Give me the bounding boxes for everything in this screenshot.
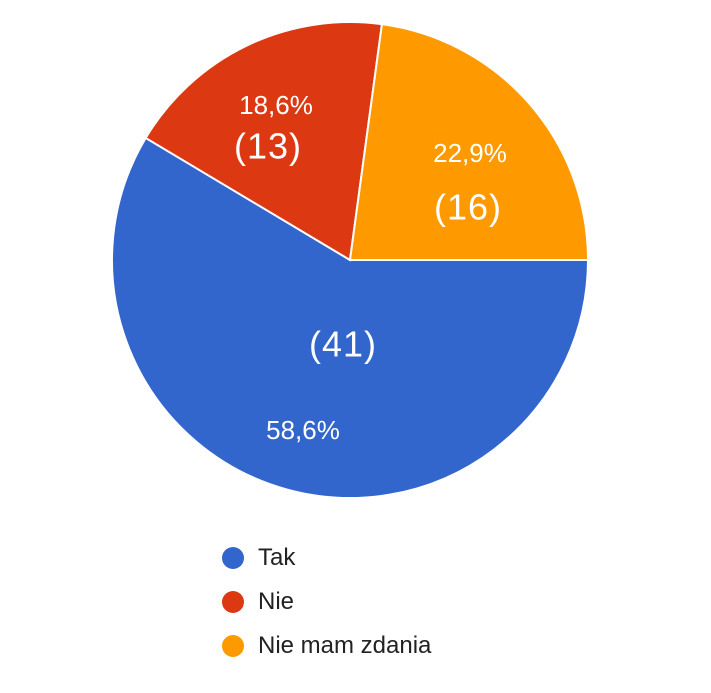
pie-slice-nie[interactable] [144, 21, 384, 262]
data-label-count-nie-mam-zdania: (16) [434, 187, 502, 228]
legend-swatch-tak [222, 547, 244, 569]
data-label-percent-tak: 58,6% [266, 415, 340, 445]
legend: Tak Nie Nie mam zdania [222, 536, 431, 668]
pie-slice-tak[interactable] [111, 136, 590, 499]
pie-slice-nie-mam-zdania[interactable] [348, 23, 590, 261]
legend-item-nie-mam-zdania[interactable]: Nie mam zdania [222, 624, 431, 668]
data-label-count-tak: (41) [309, 324, 377, 365]
data-label-percent-nie: 18,6% [239, 90, 313, 120]
legend-item-tak[interactable]: Tak [222, 536, 431, 580]
pie-chart: 58,6% (41) 18,6% (13) 22,9% (16) [111, 21, 590, 499]
legend-swatch-nie [222, 591, 244, 613]
legend-item-nie[interactable]: Nie [222, 580, 431, 624]
legend-swatch-nie-mam-zdania [222, 635, 244, 657]
data-label-count-nie: (13) [234, 126, 302, 167]
legend-label-tak: Tak [258, 544, 296, 571]
legend-label-nie-mam-zdania: Nie mam zdania [258, 632, 432, 659]
data-label-percent-nie-mam-zdania: 22,9% [433, 138, 507, 168]
legend-label-nie: Nie [258, 588, 295, 615]
